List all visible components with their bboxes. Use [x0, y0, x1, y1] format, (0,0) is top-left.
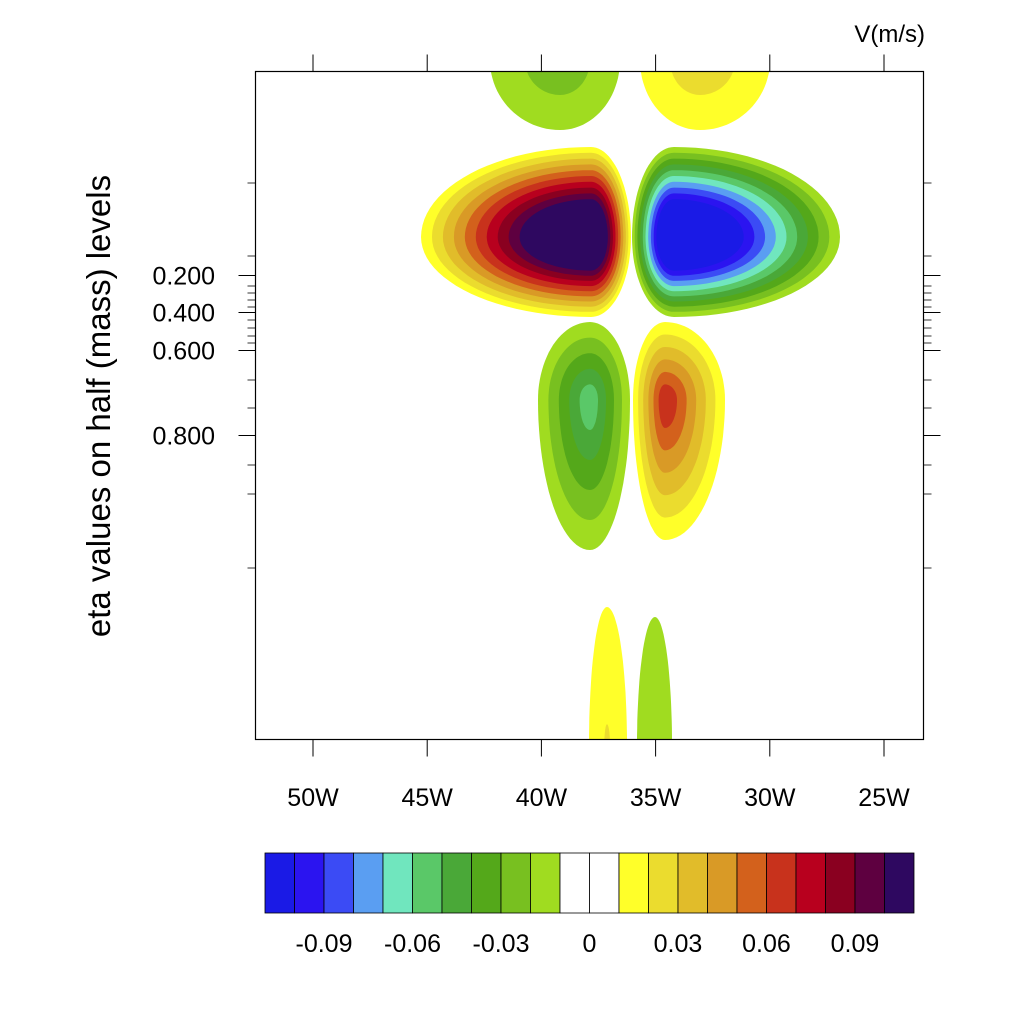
- top-negative-lobe: [490, 71, 620, 130]
- x-axis: 50W 45W 40W 35W 30W 25W: [287, 54, 910, 812]
- units-label: V(m/s): [854, 21, 925, 48]
- colorbar-label: -0.03: [473, 930, 530, 958]
- colorbar-label: 0.03: [654, 930, 703, 958]
- contour-band: [658, 384, 677, 428]
- y-tick-label: 0.800: [152, 423, 215, 451]
- y-tick-label: 0.400: [152, 300, 215, 328]
- contour-band: [526, 71, 589, 95]
- colorbar-swatch: [294, 852, 325, 914]
- colorbar-swatch: [736, 852, 767, 914]
- contour-band: [656, 199, 744, 271]
- contour-band: [589, 607, 627, 739]
- x-tick-label: 30W: [744, 784, 796, 812]
- mid-positive-lobe: [633, 322, 725, 540]
- y-axis: 0.200 0.400 0.600 0.800: [152, 182, 941, 569]
- colorbar-swatch: [677, 852, 708, 914]
- colorbar-swatch: [264, 852, 295, 914]
- colorbar-swatch: [884, 852, 915, 914]
- colorbar-label: -0.06: [384, 930, 441, 958]
- x-tick-label: 50W: [287, 784, 339, 812]
- bottom-positive-lobe: [589, 607, 627, 739]
- contour-band: [579, 384, 598, 430]
- top-positive-lobe: [640, 71, 770, 130]
- plot-frame: [254, 70, 925, 741]
- contour-band: [490, 71, 620, 130]
- contour-band: [640, 71, 770, 130]
- colorbar-label: 0.06: [742, 930, 791, 958]
- colorbar-swatch: [618, 852, 649, 914]
- colorbar-swatch: [382, 852, 413, 914]
- colorbar-swatch: [795, 852, 826, 914]
- colorbar-swatch: [589, 852, 620, 914]
- colorbar-swatch: [707, 852, 738, 914]
- y-tick-label: 0.200: [152, 263, 215, 291]
- colorbar-swatch: [412, 852, 443, 914]
- contour-band: [604, 724, 610, 739]
- upper-negative-lobe: [632, 147, 840, 317]
- x-tick-label: 45W: [401, 784, 453, 812]
- colorbar-swatch: [441, 852, 472, 914]
- colorbar-label: 0: [583, 930, 597, 958]
- contour-band: [637, 617, 672, 739]
- colorbar-swatch: [854, 852, 885, 914]
- colorbar-swatch: [500, 852, 531, 914]
- contour-field: [421, 71, 840, 739]
- colorbar-swatch: [530, 852, 561, 914]
- x-tick-label: 35W: [630, 784, 682, 812]
- bottom-negative-lobe: [637, 617, 672, 739]
- upper-positive-lobe: [421, 147, 631, 317]
- x-tick-label: 25W: [858, 784, 910, 812]
- colorbar-swatch: [559, 852, 590, 914]
- colorbar: -0.09 -0.06 -0.03 0 0.03 0.06 0.09: [264, 852, 915, 958]
- colorbar-label: -0.09: [296, 930, 353, 958]
- contour-band: [519, 199, 608, 271]
- mid-negative-lobe: [538, 322, 630, 550]
- colorbar-swatch: [353, 852, 384, 914]
- colorbar-swatch: [825, 852, 856, 914]
- colorbar-label: 0.09: [831, 930, 880, 958]
- y-tick-label: 0.600: [152, 338, 215, 366]
- colorbar-swatch: [471, 852, 502, 914]
- contour-band: [671, 71, 734, 95]
- colorbar-swatch: [648, 852, 679, 914]
- colorbar-swatch: [323, 852, 354, 914]
- x-tick-label: 40W: [516, 784, 568, 812]
- y-axis-title: eta values on half (mass) levels: [80, 175, 117, 637]
- colorbar-swatch: [766, 852, 797, 914]
